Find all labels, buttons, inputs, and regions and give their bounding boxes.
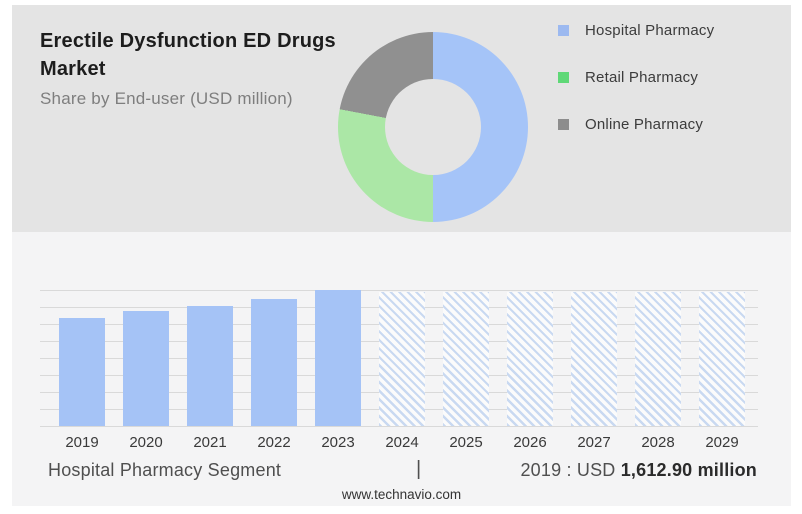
bar-2021	[187, 306, 233, 426]
caption-row: Hospital Pharmacy Segment | 2019 : USD 1…	[12, 458, 791, 484]
x-axis-label-2026: 2026	[513, 434, 547, 451]
forecast-bar-2025	[443, 292, 489, 426]
bars-container	[40, 290, 758, 427]
bar-chart-plot	[40, 290, 758, 427]
legend-item-online-pharmacy: Online Pharmacy	[558, 115, 714, 133]
legend-label: Retail Pharmacy	[585, 68, 699, 86]
x-axis-label-2021: 2021	[193, 434, 227, 451]
x-axis-label-2022: 2022	[257, 434, 291, 451]
legend-item-hospital-pharmacy: Hospital Pharmacy	[558, 21, 715, 39]
x-axis-labels: 2019 2020 2021 2022 2023 2024 2025 2026 2027 2028…	[40, 434, 758, 452]
bar-chart-panel: 2019 2020 2021 2022 2023 2024 2025 2026 2027 2028…	[12, 232, 791, 506]
forecast-bar-2028	[635, 292, 681, 426]
segment-value-amount: 1,612.90 million	[620, 460, 757, 480]
forecast-bar-2029	[699, 292, 745, 426]
bar-2019	[59, 318, 105, 426]
bar-2023	[315, 290, 361, 426]
forecast-bar-2026	[507, 292, 553, 426]
x-axis-label-2028: 2028	[641, 434, 675, 451]
x-axis-label-2023: 2023	[321, 434, 355, 451]
x-axis-label-2027: 2027	[577, 434, 611, 451]
x-axis-label-2025: 2025	[449, 434, 483, 451]
donut-hole	[385, 79, 481, 175]
donut-chart	[338, 32, 528, 222]
forecast-bar-2027	[571, 292, 617, 426]
legend-swatch-icon	[558, 71, 569, 83]
segment-label: Hospital Pharmacy Segment	[48, 460, 282, 480]
x-axis-label-2019: 2019	[65, 434, 99, 451]
segment-value: 2019 : USD 1,612.90 million	[520, 460, 757, 481]
page-title-line1: Erectile Dysfunction ED Drugs	[40, 30, 336, 52]
legend-label: Hospital Pharmacy	[585, 21, 715, 39]
legend-label: Online Pharmacy	[585, 115, 704, 133]
watermark: www.technavio.com	[341, 487, 462, 502]
bar-2020	[123, 311, 169, 426]
header-panel: Erectile Dysfunction ED Drugs Market Sha…	[12, 5, 791, 232]
legend-swatch-icon	[558, 24, 569, 36]
chart-legend: Hospital Pharmacy Retail Pharmacy Online P…	[558, 21, 715, 133]
legend-swatch-icon	[558, 118, 569, 130]
bar-2022	[251, 299, 297, 426]
x-axis-label-2024: 2024	[385, 434, 419, 451]
legend-item-retail-pharmacy: Retail Pharmacy	[558, 68, 714, 86]
title-block: Erectile Dysfunction ED Drugs Market Sha…	[40, 27, 340, 109]
caption-separator: |	[416, 458, 422, 480]
x-axis-label-2020: 2020	[129, 434, 163, 451]
chart-subtitle: Share by End-user (USD million)	[40, 89, 293, 108]
page-title-line2: Market	[40, 58, 106, 80]
forecast-bar-2024	[379, 292, 425, 426]
x-axis-label-2029: 2029	[705, 434, 739, 451]
segment-value-prefix: 2019 : USD	[520, 460, 616, 480]
